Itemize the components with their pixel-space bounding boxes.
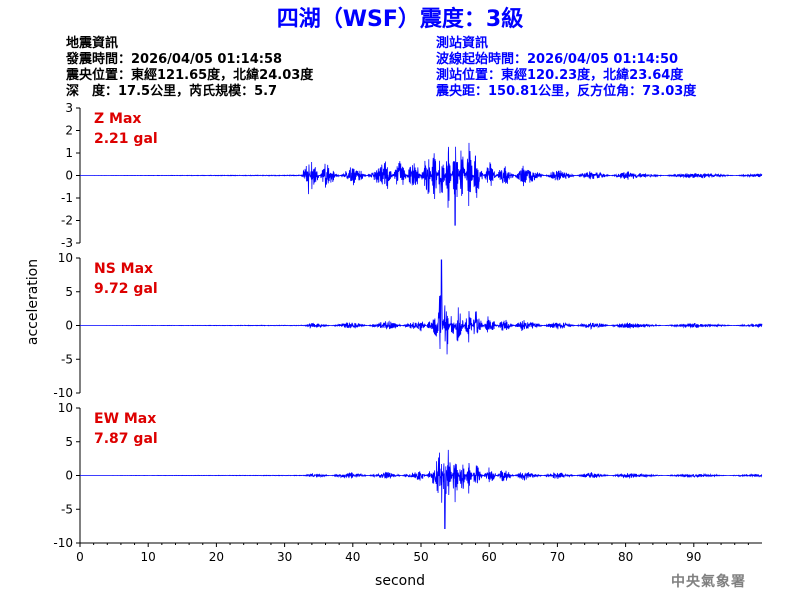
depth-magnitude: 深 度：17.5公里，芮氏規模：5.7 (66, 83, 277, 99)
station-intensity-title: 四湖（WSF）震度：3級 (277, 6, 523, 32)
x-tick-label: 50 (413, 550, 428, 564)
trace-ew (80, 449, 763, 530)
y-tick-label: 10 (58, 401, 73, 415)
y-tick-label: -5 (61, 502, 73, 516)
y-tick-label: -2 (61, 214, 73, 228)
y-tick-label: 2 (65, 124, 73, 138)
agency-watermark: 中央氣象署 (671, 573, 746, 590)
x-tick-label: 80 (618, 550, 633, 564)
panel-ns: -10 -5 0 5 10 NS Max 9.72 gal (53, 251, 763, 400)
y-tick-label: 0 (65, 319, 73, 333)
max-value-ew: 7.87 gal (94, 431, 158, 447)
x-tick-label: 20 (209, 550, 224, 564)
y-tick-label: -1 (61, 191, 73, 205)
y-tick-label: -3 (61, 236, 73, 250)
x-tick-label: 0 (76, 550, 84, 564)
max-label-ns: NS Max (94, 261, 153, 277)
quake-info-heading: 地震資訊 (66, 35, 118, 51)
y-tick-label: 5 (65, 435, 73, 449)
y-tick-label: 3 (65, 101, 73, 115)
y-tick-label: 10 (58, 251, 73, 265)
max-label-z: Z Max (94, 111, 141, 127)
station-info-heading: 測站資訊 (436, 35, 488, 51)
y-tick-label: -5 (61, 352, 73, 366)
wave-start-time: 波線起始時間：2026/04/05 01:14:50 (436, 51, 678, 67)
x-tick-label: 70 (550, 550, 565, 564)
epicenter-location: 震央位置：東經121.65度，北緯24.03度 (65, 67, 314, 83)
y-tick-label: 1 (65, 146, 73, 160)
y-axis-title: acceleration (25, 259, 41, 345)
x-tick-label: 30 (277, 550, 292, 564)
trace-z (80, 142, 763, 226)
x-tick-label: 40 (345, 550, 360, 564)
origin-time: 發震時間：2026/04/05 01:14:58 (65, 51, 282, 67)
max-value-ns: 9.72 gal (94, 281, 158, 297)
y-tick-label: 0 (65, 169, 73, 183)
max-label-ew: EW Max (94, 411, 156, 427)
station-location: 測站位置：東經120.23度，北緯23.64度 (436, 67, 684, 83)
distance-azimuth: 震央距：150.81公里，反方位角：73.03度 (435, 83, 697, 99)
x-tick-label: 10 (141, 550, 156, 564)
x-tick-label: 90 (686, 550, 701, 564)
y-tick-label: 0 (65, 469, 73, 483)
y-tick-label: -10 (53, 536, 73, 550)
y-tick-label: -10 (53, 386, 73, 400)
panel-ew: -10 -5 0 5 10 EW Max 7.87 gal 0 10 20 30 40 50 60 70 80… (53, 401, 763, 564)
trace-ns (80, 259, 763, 355)
x-axis-title: second (375, 573, 425, 589)
panel-z: -3 -2 -1 0 1 2 3 Z Max 2.21 gal (61, 101, 763, 250)
x-tick-label: 60 (482, 550, 497, 564)
max-value-z: 2.21 gal (94, 131, 158, 147)
y-tick-label: 5 (65, 285, 73, 299)
